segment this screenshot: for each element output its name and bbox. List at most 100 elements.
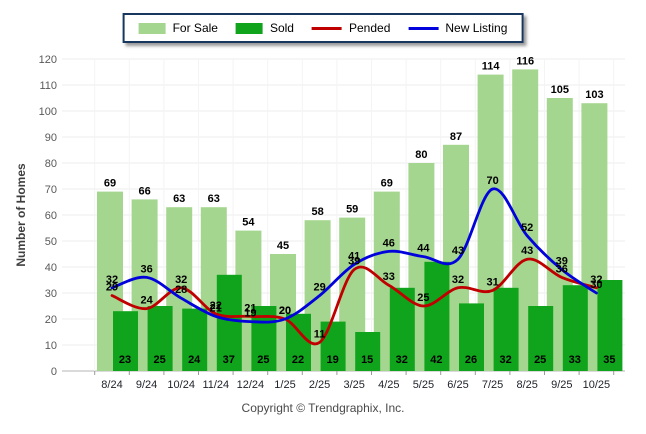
new-listing-value-label: 41 [348,250,360,262]
y-tick-label: 50 [45,236,57,248]
sold-value-label: 24 [188,354,201,366]
x-tick-label: 11/24 [202,379,229,391]
copyright-text: Copyright © Trendgraphix, Inc. [241,401,405,415]
new-listing-value-label: 46 [383,237,395,249]
sold-value-label: 19 [326,354,338,366]
sold-value-label: 37 [223,354,235,366]
x-tick-label: 10/25 [583,379,611,391]
new-listing-value-label: 39 [556,256,568,268]
pended-value-label: 43 [521,245,533,257]
sold-value-label: 15 [361,354,373,366]
sold-bar [113,311,138,371]
x-tick-label: 8/25 [516,379,537,391]
new-listing-value-label: 36 [140,263,152,275]
y-tick-label: 90 [45,132,57,144]
y-tick-label: 10 [45,340,57,352]
sold-value-label: 33 [569,354,581,366]
y-tick-label: 110 [39,80,57,92]
new-listing-value-label: 21 [210,302,222,314]
sold-swatch-icon [235,22,263,34]
legend: For Sale Sold Pended New Listing [122,13,524,43]
x-tick-label: 7/25 [482,379,503,391]
new-listing-value-label: 43 [452,245,464,257]
for-sale-value-label: 54 [242,217,255,229]
for-sale-value-label: 45 [277,240,289,252]
sold-bar [355,332,381,371]
x-tick-label: 6/25 [447,379,468,391]
legend-item-sold: Sold [235,21,294,35]
for-sale-value-label: 59 [346,204,358,216]
x-tick-label: 4/25 [378,379,399,391]
sold-bar [147,306,173,371]
pended-value-label: 31 [486,276,498,288]
legend-label: Pended [348,21,391,35]
pended-line-swatch-icon [311,26,342,30]
sold-value-label: 26 [465,354,477,366]
x-tick-label: 1/25 [274,379,295,391]
for-sale-value-label: 66 [138,185,150,197]
y-tick-label: 0 [51,366,57,378]
for-sale-value-label: 103 [585,89,603,101]
x-tick-label: 10/24 [167,379,195,391]
pended-value-label: 32 [452,274,464,286]
x-tick-label: 12/24 [237,379,265,391]
new-listing-line [110,187,598,324]
new-listing-line-swatch-icon [408,26,439,30]
pended-value-label: 39 [348,256,360,268]
sold-bar [528,306,554,371]
pended-value-label: 32 [175,274,187,286]
y-tick-label: 70 [45,184,57,196]
y-tick-label: 40 [45,262,57,274]
pended-line [110,257,598,346]
new-listing-value-label: 52 [521,222,533,234]
sold-bar [459,303,484,371]
sold-value-label: 23 [119,354,131,366]
pended-value-label: 21 [244,302,256,314]
new-listing-value-label: 70 [486,175,498,187]
sold-bar [424,261,450,371]
for-sale-value-label: 63 [173,193,185,205]
pended-value-label: 20 [279,305,291,317]
legend-label: New Listing [445,21,508,35]
y-tick-label: 80 [45,158,57,170]
sold-value-label: 25 [534,354,546,366]
x-tick-label: 3/25 [343,379,364,391]
for-sale-value-label: 69 [104,178,116,190]
legend-label: For Sale [172,21,218,35]
for-sale-value-label: 58 [311,206,323,218]
y-tick-label: 120 [39,54,57,66]
y-tick-label: 60 [45,210,57,222]
x-tick-label: 2/25 [309,379,330,391]
pended-value-label: 22 [210,300,222,312]
x-tick-label: 8/24 [101,379,122,391]
new-listing-value-label: 20 [279,305,291,317]
sold-value-label: 32 [396,354,408,366]
sold-bar [597,280,623,371]
y-tick-label: 100 [39,106,57,118]
pended-value-label: 29 [106,282,118,294]
new-listing-value-label: 19 [244,308,256,320]
pended-value-label: 24 [140,295,153,307]
pended-value-label: 25 [417,292,429,304]
pended-value-label: 36 [556,263,568,275]
for-sale-value-label: 69 [381,178,393,190]
sold-bar [216,274,242,371]
pended-value-label: 32 [590,274,602,286]
x-tick-label: 9/25 [551,379,572,391]
legend-item-for-sale: For Sale [138,21,218,35]
new-listing-value-label: 30 [590,279,602,291]
y-axis-title: Number of Homes [14,163,28,267]
for-sale-value-label: 105 [551,84,569,96]
sold-value-label: 25 [153,354,165,366]
sold-value-label: 22 [292,354,304,366]
legend-item-new-listing: New Listing [408,21,507,35]
pended-value-label: 33 [383,271,395,283]
pended-value-label: 11 [314,328,326,340]
for-sale-value-label: 80 [415,149,427,161]
x-tick-label: 5/25 [413,379,434,391]
sold-value-label: 35 [603,354,615,366]
sold-value-label: 42 [430,354,442,366]
sold-bar [320,321,346,371]
